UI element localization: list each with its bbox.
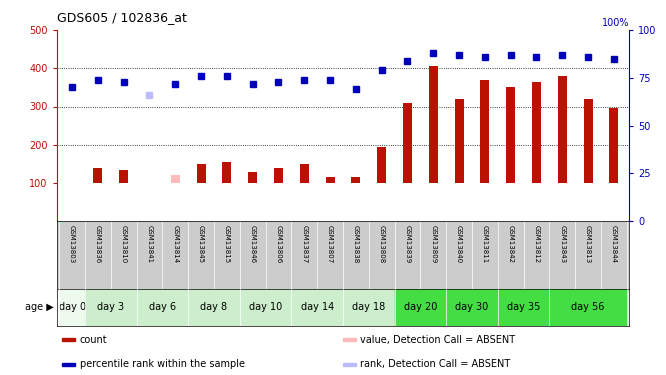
Text: 100%: 100% (602, 18, 629, 28)
Text: day 10: day 10 (249, 303, 282, 312)
Bar (506, 87, 515, 183)
Text: GSM13812: GSM13812 (533, 225, 539, 263)
Text: GSM13846: GSM13846 (250, 225, 256, 263)
Bar (326, 177, 334, 183)
Bar (549, 289, 627, 326)
Text: GSM13808: GSM13808 (379, 225, 385, 263)
Text: GSM13815: GSM13815 (224, 225, 230, 263)
Bar (343, 363, 356, 366)
Text: count: count (79, 335, 107, 345)
Text: GDS605 / 102836_at: GDS605 / 102836_at (57, 11, 186, 24)
Text: GSM13842: GSM13842 (507, 225, 513, 262)
Bar (455, 99, 464, 183)
Bar (222, 162, 231, 183)
Text: day 20: day 20 (404, 303, 437, 312)
Bar (403, 103, 412, 183)
Bar (137, 289, 188, 326)
Bar (85, 289, 137, 326)
Bar (188, 289, 240, 326)
Bar (170, 176, 180, 183)
Bar (93, 168, 103, 183)
Text: GSM13813: GSM13813 (585, 225, 591, 263)
Text: GSM13814: GSM13814 (172, 225, 178, 263)
Bar (557, 76, 567, 183)
Bar (300, 164, 309, 183)
Bar (292, 289, 343, 326)
Text: day 18: day 18 (352, 303, 386, 312)
Text: GSM13803: GSM13803 (69, 225, 75, 263)
Text: GSM13839: GSM13839 (404, 225, 410, 263)
Text: day 14: day 14 (300, 303, 334, 312)
Text: GSM13845: GSM13845 (198, 225, 204, 262)
Text: day 35: day 35 (507, 303, 540, 312)
Text: GSM13809: GSM13809 (430, 225, 436, 263)
Text: GSM13806: GSM13806 (276, 225, 282, 263)
Text: day 8: day 8 (200, 303, 228, 312)
Bar (63, 363, 75, 366)
Text: GSM13841: GSM13841 (147, 225, 153, 263)
Bar (583, 99, 593, 183)
Text: rank, Detection Call = ABSENT: rank, Detection Call = ABSENT (360, 359, 510, 369)
Text: GSM13810: GSM13810 (121, 225, 127, 263)
Bar (119, 170, 128, 183)
Text: GSM13836: GSM13836 (95, 225, 101, 263)
Text: value, Detection Call = ABSENT: value, Detection Call = ABSENT (360, 335, 515, 345)
Text: day 0: day 0 (59, 303, 86, 312)
Text: GSM13837: GSM13837 (301, 225, 307, 263)
Bar (498, 289, 549, 326)
Bar (274, 168, 283, 183)
Text: day 30: day 30 (456, 303, 489, 312)
Text: GSM13807: GSM13807 (327, 225, 333, 263)
Text: GSM13838: GSM13838 (353, 225, 359, 263)
Bar (343, 338, 356, 341)
Bar (240, 289, 292, 326)
Bar (394, 289, 446, 326)
Text: day 6: day 6 (149, 303, 176, 312)
Text: GSM13811: GSM13811 (482, 225, 488, 263)
Bar (196, 164, 206, 183)
Bar (532, 82, 541, 183)
Text: GSM13844: GSM13844 (611, 225, 617, 262)
Bar (343, 289, 394, 326)
Bar (248, 171, 257, 183)
Bar (429, 66, 438, 183)
Bar (480, 80, 490, 183)
Text: age ▶: age ▶ (25, 303, 53, 312)
Text: GSM13843: GSM13843 (559, 225, 565, 263)
Text: day 56: day 56 (571, 303, 605, 312)
Bar (609, 108, 619, 183)
Bar (63, 338, 75, 341)
Bar (59, 289, 85, 326)
Text: day 3: day 3 (97, 303, 125, 312)
Bar (352, 177, 360, 183)
Text: percentile rank within the sample: percentile rank within the sample (79, 359, 244, 369)
Text: GSM13840: GSM13840 (456, 225, 462, 263)
Bar (377, 147, 386, 183)
Bar (446, 289, 498, 326)
